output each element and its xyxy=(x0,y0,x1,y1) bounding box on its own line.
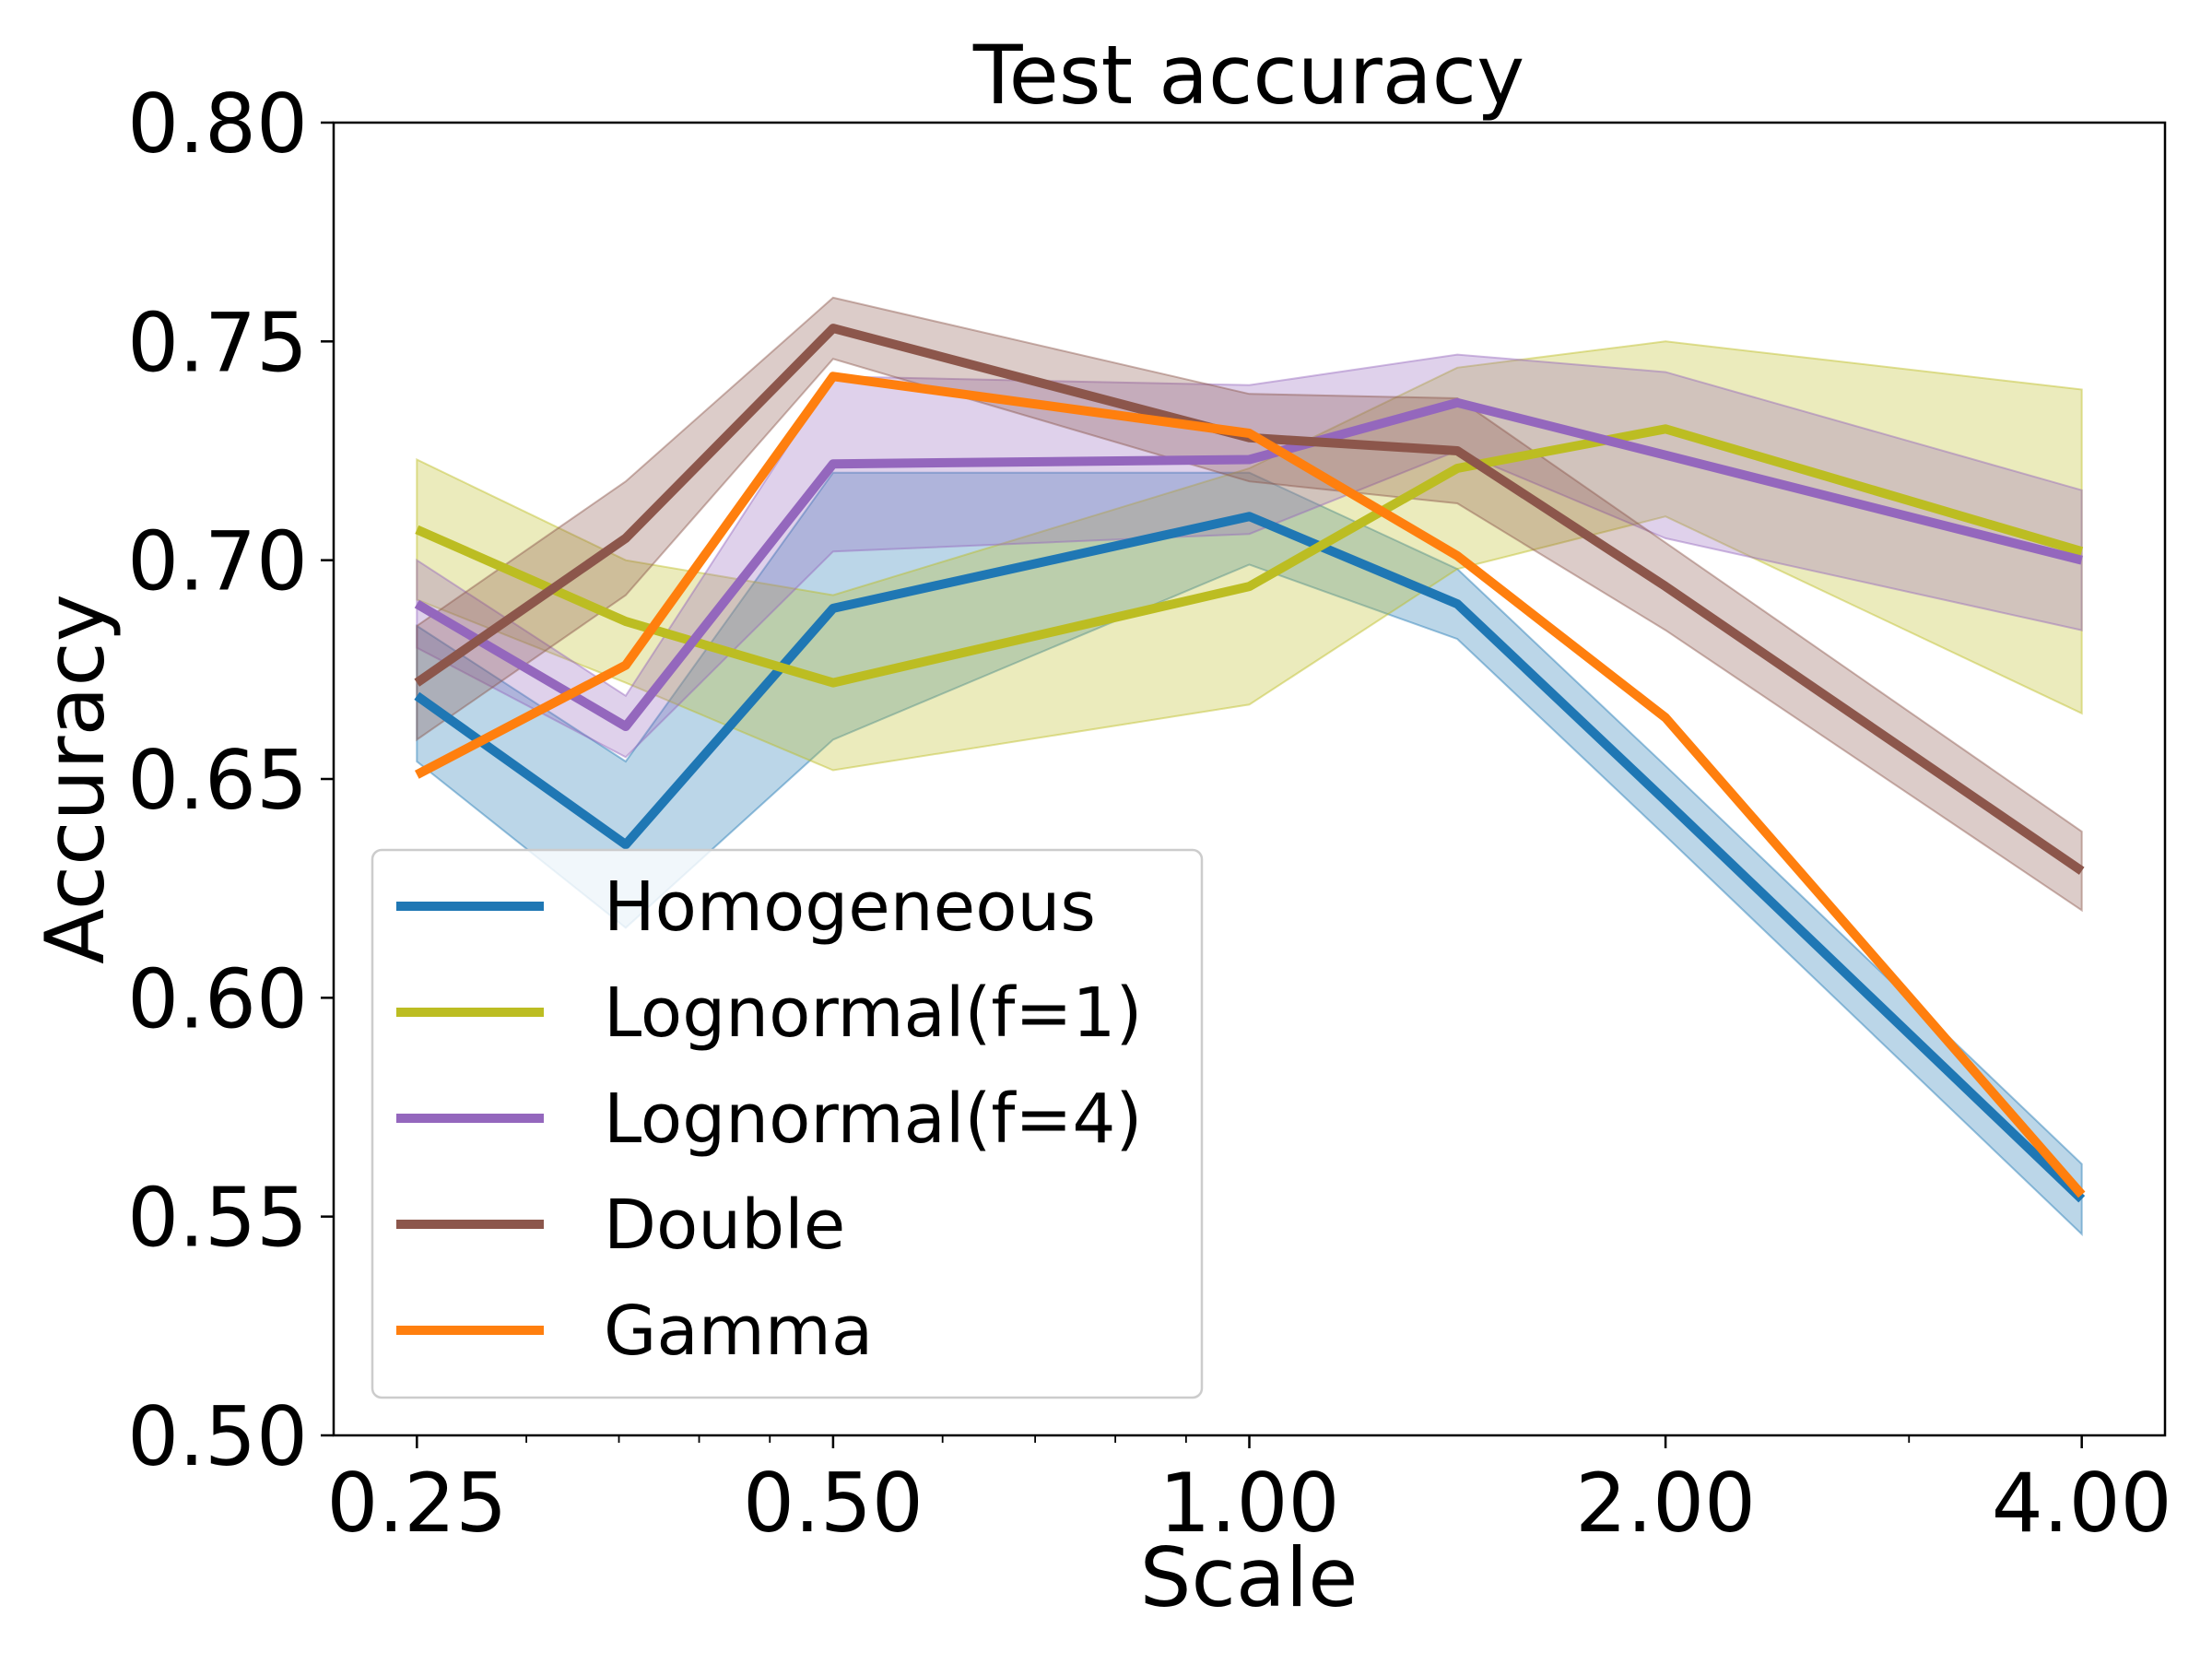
legend-label-gamma: Gamma xyxy=(604,1292,873,1371)
y-axis: 0.50 0.55 0.60 0.65 0.70 0.75 0.80 xyxy=(127,77,334,1484)
x-tick-label: 4.00 xyxy=(1992,1456,2172,1551)
y-tick-label: 0.75 xyxy=(127,295,308,390)
legend-label-homogeneous: Homogeneous xyxy=(604,867,1096,947)
x-tick-label: 1.00 xyxy=(1159,1456,1340,1551)
series-lines xyxy=(414,324,2086,1203)
x-axis: 0.25 0.50 1.00 2.00 4.00 xyxy=(326,1435,2172,1551)
y-axis-title: Accuracy xyxy=(28,594,123,964)
legend-label-lognormal-f-1: Lognormal(f=1) xyxy=(604,974,1142,1053)
line-lognormal-f-4 xyxy=(414,397,2083,731)
legend-label-lognormal-f-4: Lognormal(f=4) xyxy=(604,1080,1142,1159)
x-axis-title: Scale xyxy=(1140,1530,1359,1625)
x-tick-label: 2.00 xyxy=(1575,1456,1756,1551)
band-double xyxy=(416,296,2083,913)
band-lognormal-f-1 xyxy=(416,340,2083,772)
x-tick-label: 0.25 xyxy=(326,1456,507,1551)
chart-title: Test accuracy xyxy=(972,28,1524,123)
y-tick-label: 0.55 xyxy=(127,1171,308,1266)
y-tick-label: 0.50 xyxy=(127,1389,308,1484)
y-tick-label: 0.60 xyxy=(127,951,308,1046)
legend-box xyxy=(371,848,1204,1399)
y-tick-label: 0.80 xyxy=(127,77,308,171)
x-tick-label: 0.50 xyxy=(743,1456,924,1551)
legend-label-double: Double xyxy=(604,1186,845,1265)
line-homogeneous xyxy=(414,512,2086,1203)
line-lognormal-f-1 xyxy=(415,424,2084,688)
line-gamma xyxy=(414,372,2086,1198)
y-tick-label: 0.70 xyxy=(127,514,308,609)
y-tick-label: 0.65 xyxy=(127,733,308,828)
legend: Homogeneous Lognormal(f=1) Lognormal(f=4) D… xyxy=(371,848,1204,1399)
